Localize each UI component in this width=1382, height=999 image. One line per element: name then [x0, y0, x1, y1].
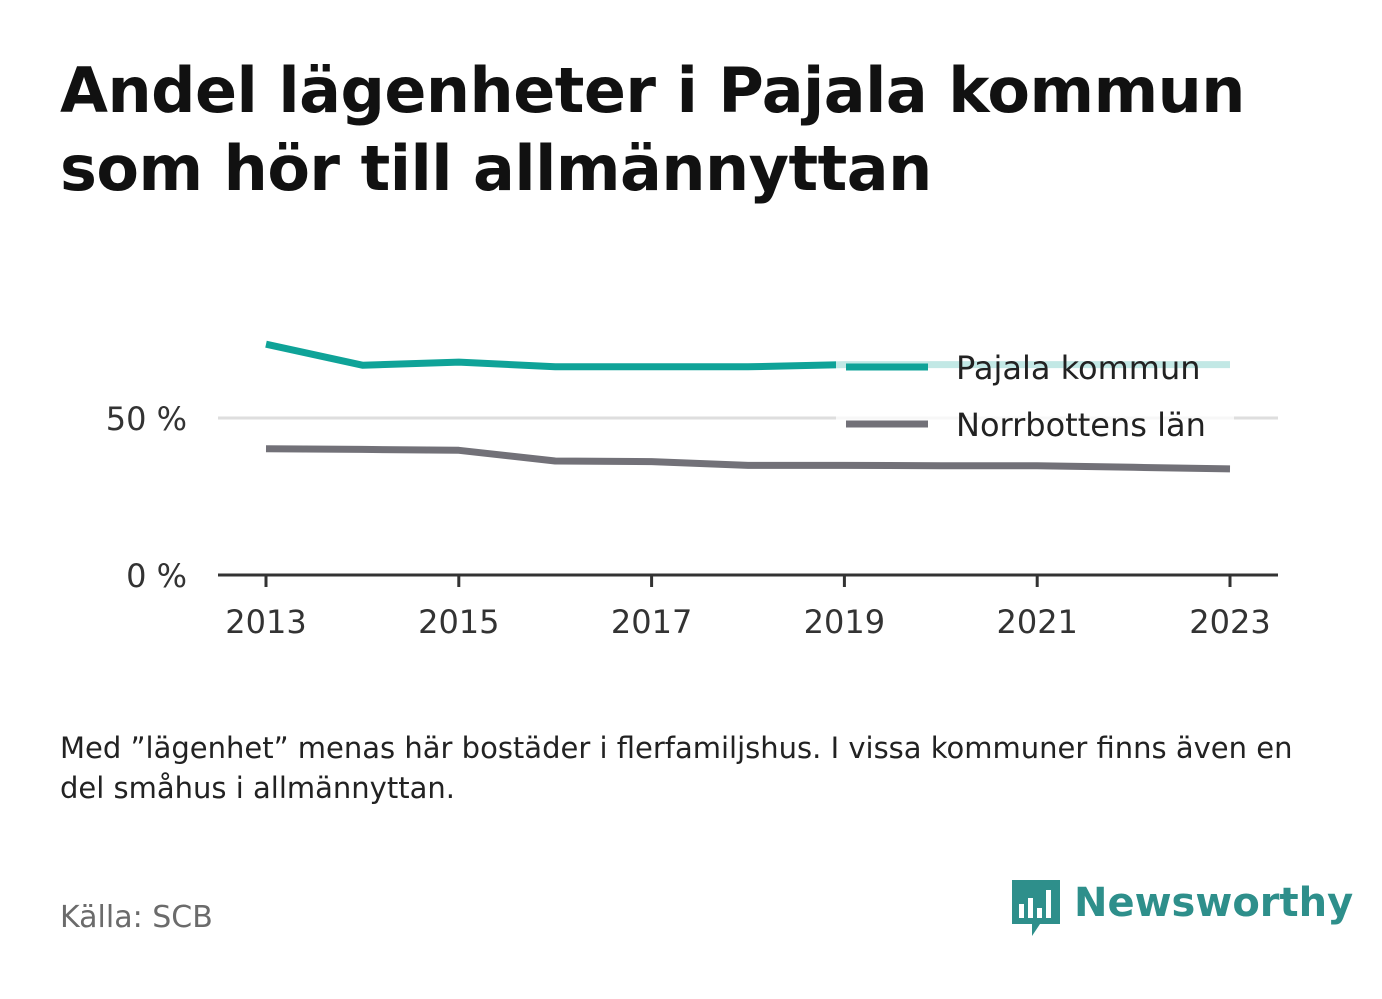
logo-text: Newsworthy: [1074, 880, 1354, 926]
series-line-1: [265, 445, 1231, 473]
axes: 0 % 50 % 2013 2015 2017 2019 2021 2023: [106, 400, 1278, 641]
x-tick-label: 2013: [225, 603, 306, 641]
x-tick-label: 2023: [1189, 603, 1270, 641]
source-label: Källa: SCB: [60, 900, 213, 935]
legend-label: Norrbottens län: [956, 406, 1206, 444]
chart-title: Andel lägenheter i Pajala kommun som hör…: [60, 54, 1245, 205]
y-tick-label: 50 %: [106, 400, 187, 438]
x-tick-label: 2017: [611, 603, 692, 641]
bar-chart-speech-bubble-icon: [1012, 880, 1060, 936]
x-tick-label: 2019: [804, 603, 885, 641]
x-tick-label: 2021: [996, 603, 1077, 641]
legend-label: Pajala kommun: [956, 349, 1201, 387]
newsworthy-logo: Newsworthy: [1010, 878, 1353, 942]
legend: Pajala kommun Norrbottens län: [836, 346, 1234, 444]
y-tick-label: 0 %: [126, 557, 187, 595]
chart-note: Med ”lägenhet” menas här bostäder i fler…: [60, 731, 1293, 805]
x-tick-label: 2015: [418, 603, 499, 641]
